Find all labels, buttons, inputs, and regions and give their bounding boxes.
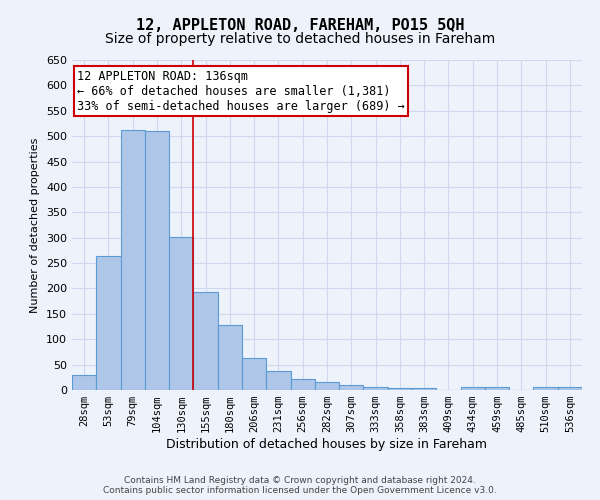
Bar (412, 388, 436, 390)
Bar (364, 388, 388, 390)
Text: 12, APPLETON ROAD, FAREHAM, PO15 5QH: 12, APPLETON ROAD, FAREHAM, PO15 5QH (136, 18, 464, 32)
Text: Contains HM Land Registry data © Crown copyright and database right 2024.
Contai: Contains HM Land Registry data © Crown c… (103, 476, 497, 495)
Bar (218, 325, 242, 390)
Bar (461, 388, 485, 390)
Text: 12 APPLETON ROAD: 136sqm
← 66% of detached houses are smaller (1,381)
33% of sem: 12 APPLETON ROAD: 136sqm ← 66% of detach… (77, 70, 405, 113)
Bar (145, 130, 169, 390)
Bar (290, 380, 315, 390)
Y-axis label: Number of detached properties: Number of detached properties (31, 138, 40, 312)
Bar (485, 388, 509, 390)
Bar (193, 292, 218, 390)
Bar (339, 385, 364, 390)
Bar (558, 388, 582, 390)
Bar (72, 375, 96, 390)
Bar (169, 236, 193, 390)
Text: Size of property relative to detached houses in Fareham: Size of property relative to detached ho… (105, 32, 495, 46)
Bar (533, 388, 558, 390)
Bar (315, 382, 339, 390)
X-axis label: Distribution of detached houses by size in Fareham: Distribution of detached houses by size … (167, 438, 487, 451)
Bar (242, 358, 266, 390)
Bar (388, 388, 412, 390)
Bar (96, 256, 121, 390)
Bar (121, 130, 145, 390)
Bar (266, 371, 290, 390)
